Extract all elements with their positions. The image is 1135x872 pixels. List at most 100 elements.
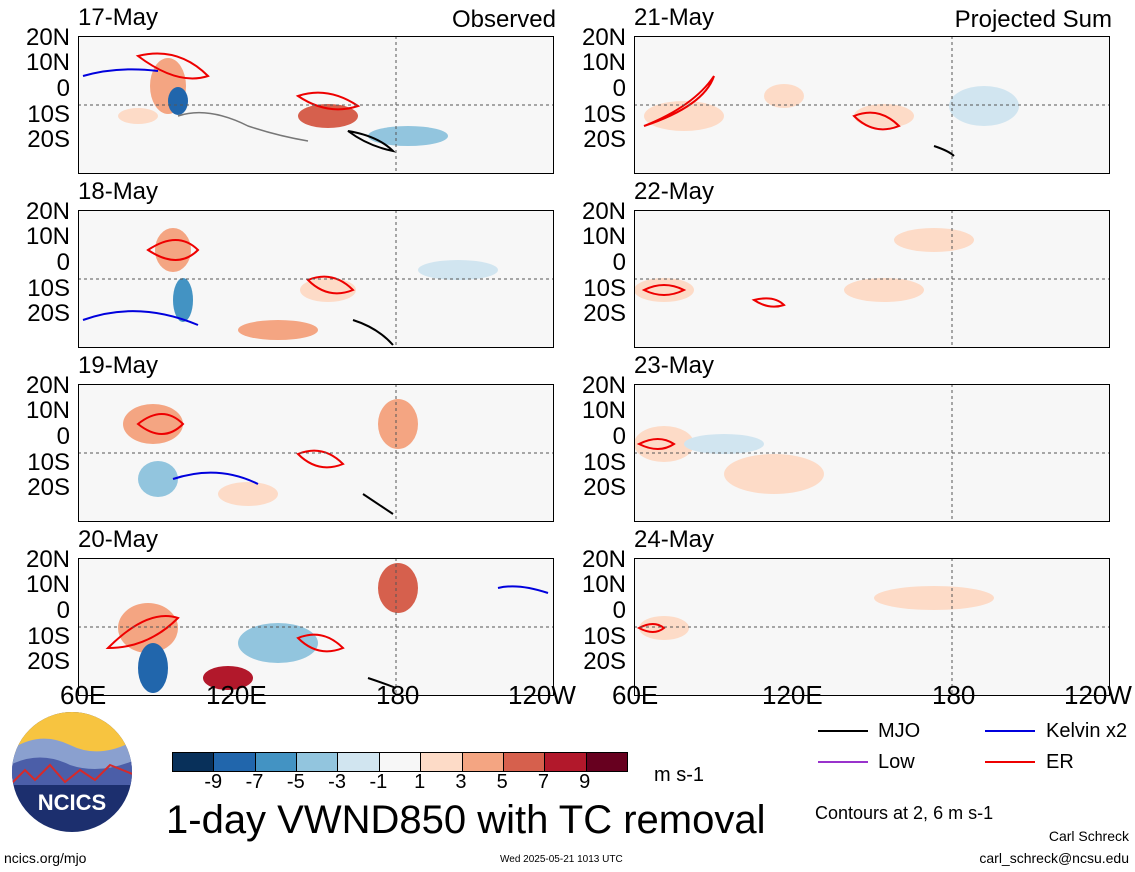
legend-label-kelvin: Kelvin x2: [1046, 720, 1128, 742]
lat-label: 0: [56, 75, 70, 102]
panel-date: 23-May: [634, 352, 715, 379]
legend-line-mjo: [818, 730, 868, 732]
lon-label: 60E: [612, 680, 659, 710]
map-plot: [78, 558, 554, 696]
lat-label: 10S: [27, 101, 70, 128]
footer-left[interactable]: ncics.org/mjo: [4, 850, 87, 866]
panel-date: 17-May: [78, 4, 159, 31]
panel-projected-3: 23-May: [634, 351, 1110, 525]
lat-label: 10S: [27, 275, 70, 302]
lat-label: 10S: [27, 623, 70, 650]
lat-label: 20S: [583, 648, 626, 675]
panel-date: 24-May: [634, 526, 715, 553]
footer-timestamp: Wed 2025-05-21 1013 UTC: [500, 854, 623, 865]
lat-label: 20S: [27, 126, 70, 153]
lat-label: 10S: [583, 449, 626, 476]
lat-label: 10N: [581, 223, 626, 250]
panel-tag: Observed: [451, 6, 556, 33]
colorbar-tick: 7: [537, 771, 550, 793]
page-title: 1-day VWND850 with TC removal: [166, 798, 766, 842]
lat-label: 10N: [25, 571, 70, 598]
panel-projected-4: 24-May: [634, 525, 1110, 699]
panel-observed-1: 17-May Observed: [78, 3, 556, 177]
colorbar-segment: [255, 753, 298, 771]
lat-label: 20N: [581, 546, 626, 573]
lat-label: 20N: [581, 372, 626, 399]
lat-label: 20S: [27, 300, 70, 327]
panel-observed-3: 19-May: [78, 351, 554, 525]
panel-date: 18-May: [78, 178, 159, 205]
colorbar-segment: [297, 753, 339, 771]
legend-label-mjo: MJO: [878, 720, 921, 742]
map-plot: [78, 384, 554, 522]
colorbar-tick: -9: [204, 771, 223, 793]
legend-label-low: Low: [878, 751, 915, 773]
lat-label: 20S: [27, 648, 70, 675]
colorbar-segment: [462, 753, 504, 771]
panel-date: 20-May: [78, 526, 159, 553]
logo-text: NCICS: [38, 790, 106, 815]
panel-projected-1: 21-May Projected Sum: [634, 3, 1112, 177]
lat-label: 20S: [583, 474, 626, 501]
lat-label: 0: [612, 75, 626, 102]
colorbar-tick: -3: [328, 771, 346, 793]
lat-label: 10N: [581, 49, 626, 76]
footer-author: Carl Schreck: [1048, 828, 1129, 844]
lon-label: 60E: [60, 680, 107, 710]
map-plot: [634, 558, 1110, 696]
lat-label: 10N: [25, 49, 70, 76]
ncics-logo: NCICS: [12, 712, 132, 832]
panel-date: 22-May: [634, 178, 715, 205]
lat-label: 0: [612, 423, 626, 450]
lon-label: 120E: [762, 680, 823, 710]
lat-label: 10N: [581, 397, 626, 424]
colorbar-segment: [338, 753, 380, 771]
lat-label: 10N: [25, 223, 70, 250]
lon-label: 120W: [508, 680, 576, 710]
lat-label: 10S: [27, 449, 70, 476]
lon-label: 120E: [206, 680, 267, 710]
lat-label: 20N: [25, 24, 70, 51]
colorbar-segment: [586, 753, 627, 771]
lat-label: 10N: [581, 571, 626, 598]
colorbar-tick: 3: [455, 771, 467, 793]
map-plot: [634, 384, 1110, 522]
lat-label: 20N: [25, 372, 70, 399]
lat-label: 20N: [581, 198, 626, 225]
lat-label: 0: [612, 597, 626, 624]
lat-label: 0: [56, 423, 70, 450]
legend-line-er: [985, 761, 1035, 763]
map-plot: [78, 210, 554, 348]
panel-observed-2: 18-May: [78, 177, 554, 351]
lat-label: 20N: [25, 198, 70, 225]
lat-label: 20N: [581, 24, 626, 51]
colorbar-segment: [379, 753, 422, 771]
lat-label: 20S: [27, 474, 70, 501]
lon-label: 180: [376, 680, 420, 710]
colorbar-tick: -7: [245, 771, 264, 793]
lat-label: 10S: [583, 101, 626, 128]
legend-label-er: ER: [1046, 751, 1074, 773]
contours-note: Contours at 2, 6 m s-1: [815, 803, 994, 823]
lat-label: 20N: [25, 546, 70, 573]
panel-date: 21-May: [634, 4, 715, 31]
colorbar: [172, 752, 628, 772]
lat-label: 10S: [583, 623, 626, 650]
panel-tag: Projected Sum: [954, 6, 1112, 33]
colorbar-segment: [214, 753, 256, 771]
lat-label: 0: [56, 249, 70, 276]
footer-email[interactable]: carl_schreck@ncsu.edu: [979, 850, 1129, 866]
legend-line-low: [818, 761, 868, 763]
lon-label: 180: [932, 680, 976, 710]
colorbar-segment: [173, 753, 215, 771]
map-plot: [634, 36, 1110, 174]
colorbar-tick: 1: [414, 771, 426, 793]
colorbar-tick: 5: [496, 771, 508, 793]
lon-label: 120W: [1064, 680, 1132, 710]
colorbar-segment: [421, 753, 463, 771]
lat-label: 10N: [25, 397, 70, 424]
panel-date: 19-May: [78, 352, 159, 379]
map-plot: [634, 210, 1110, 348]
colorbar-tick: 9: [579, 771, 591, 793]
lat-label: 0: [612, 249, 626, 276]
